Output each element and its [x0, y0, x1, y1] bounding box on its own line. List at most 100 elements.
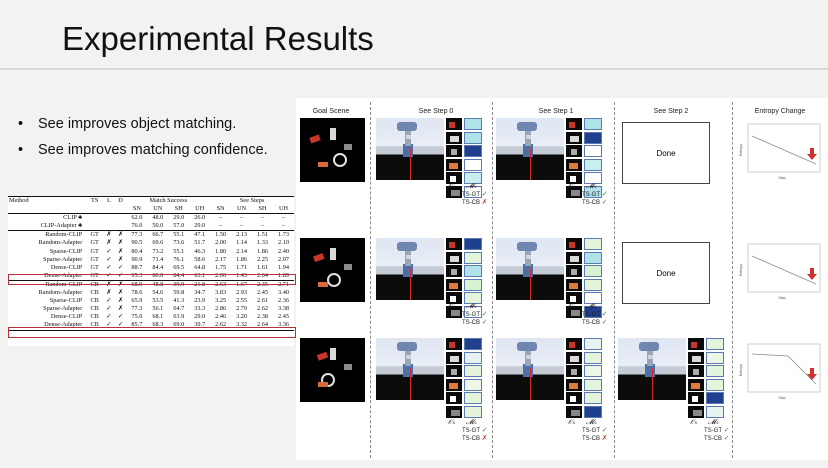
table-cell: 29.0	[173, 214, 185, 222]
score-cell	[706, 378, 724, 391]
table-cell: 80.0	[152, 271, 164, 279]
ts-gt-label: TS-GT	[704, 428, 722, 434]
table-cell: 3.38	[277, 305, 289, 313]
table-cell: ✗	[103, 230, 115, 240]
table-cell: 2.62	[210, 321, 232, 331]
score-cell	[584, 365, 602, 377]
robot-scene-image	[376, 338, 444, 400]
object-crops	[566, 118, 582, 199]
match-label: 𝓜ₛ	[586, 182, 597, 190]
table-cell: 1.51	[252, 230, 273, 240]
table-cell: –	[260, 214, 265, 222]
col-header-see-steps: See Steps	[210, 196, 294, 206]
col-header-see-step-2: See Step 2	[653, 108, 689, 115]
col-header-l: L	[103, 196, 115, 206]
ts-gt-label: TS-GT	[582, 428, 600, 434]
bullet-item: See improves object matching.	[18, 116, 268, 132]
table-cell: ✓	[114, 321, 127, 331]
table-row-method: CLIP ♣	[63, 214, 83, 222]
table-cell: 64.8	[194, 263, 206, 271]
check-icon: ✓	[723, 427, 730, 434]
table-cell: ✓	[106, 263, 112, 271]
match-scores	[584, 118, 602, 199]
bullet-item: See improves matching confidence.	[18, 142, 268, 158]
col-header-method: Method	[8, 196, 87, 206]
table-cell: 2.38	[257, 313, 269, 321]
table-cell: 1.94	[277, 263, 289, 271]
column-divider	[732, 102, 733, 458]
check-icon: ✓	[481, 191, 488, 198]
object-crop	[566, 238, 582, 250]
table-cell: 2.45	[277, 313, 289, 321]
table-row-method: Random-Adapter	[38, 239, 83, 247]
object-crop	[446, 392, 462, 404]
table-cell: 29.0	[194, 222, 206, 230]
score-cell	[464, 338, 482, 350]
table-cell: 78.6	[131, 289, 143, 297]
object-crop	[446, 131, 462, 144]
match-label: 𝓜ₛ	[466, 418, 477, 426]
entropy-chart: Step Entropy	[736, 340, 822, 402]
column-divider	[492, 102, 493, 458]
check-icon: ✓	[481, 319, 488, 326]
object-crop	[566, 365, 582, 377]
object-crop	[688, 378, 704, 391]
score-cell	[584, 338, 602, 350]
highlight-dense-adapter-cb	[8, 327, 296, 338]
check-icon: ✓	[601, 311, 608, 318]
table-cell: ✓	[106, 271, 112, 279]
table-cell: 3.25	[215, 297, 227, 305]
table-cell: 2.45	[257, 289, 269, 297]
table-row: Sparse-Adapter GT ✓ ✗ 90.9 71.4 76.1 58.6 2.17 1.…	[8, 256, 294, 264]
entropy-chart: Step Entropy	[736, 120, 822, 182]
object-crops	[446, 338, 462, 419]
table-cell: ✗	[106, 239, 112, 247]
table-cell: 76.0	[131, 222, 143, 230]
table-cell: 73.6	[173, 239, 185, 247]
object-crop	[566, 392, 582, 404]
ts-gt-result: TS-GT ✓	[462, 310, 487, 318]
table-cell: 50.0	[152, 222, 164, 230]
table-cell: ✗	[117, 305, 124, 313]
score-cell	[584, 392, 602, 404]
table-cell: 2.25	[257, 255, 269, 263]
object-crop	[446, 251, 462, 264]
object-crop	[446, 118, 462, 130]
table-cell: 33.3	[194, 305, 206, 313]
object-crop	[446, 378, 462, 391]
ts-gt-result: TS-GT ✓	[582, 190, 607, 198]
table-cell: 64.7	[173, 305, 185, 313]
table-cell: 55.1	[168, 230, 190, 240]
table-cell	[115, 222, 127, 231]
object-crop	[446, 145, 462, 157]
table-cell: –	[240, 214, 244, 222]
score-cell	[464, 158, 482, 171]
goal-scene-image	[300, 238, 365, 302]
table-cell: ✗	[117, 297, 124, 305]
entropy-x-axis-label: Step	[778, 396, 785, 400]
table-cell: ✓	[103, 321, 115, 331]
col-header-see-step-0: See Step 0	[418, 108, 454, 115]
table-cell: 2.10	[277, 239, 289, 247]
table-cell: 1.43	[236, 271, 248, 279]
sub-header: UN	[147, 205, 169, 215]
ts-cb-result: TS-CB ✓	[704, 434, 730, 442]
table-cell: 2.93	[236, 289, 248, 297]
score-cell	[464, 365, 482, 377]
match-label: 𝓜ₛ	[586, 418, 597, 426]
table-cell	[103, 222, 115, 231]
ts-cb-label: TS-CB	[462, 200, 480, 206]
table-cell: 1.89	[277, 271, 289, 279]
table-cell: 69.5	[173, 263, 185, 271]
score-cell	[706, 365, 724, 377]
table-cell: 2.00	[215, 271, 227, 279]
ts-cb-label: TS-CB	[462, 436, 480, 442]
robot-scene-image	[376, 238, 444, 300]
table-cell: ✗	[106, 289, 112, 297]
table-cell: ✓	[106, 247, 112, 255]
table-cell: 2.13	[231, 230, 253, 240]
score-cell	[464, 185, 482, 198]
robot-scene-image	[496, 238, 564, 300]
table-cell: 71.4	[152, 255, 164, 263]
table-row-method: Sparse-CLIP	[49, 247, 83, 255]
